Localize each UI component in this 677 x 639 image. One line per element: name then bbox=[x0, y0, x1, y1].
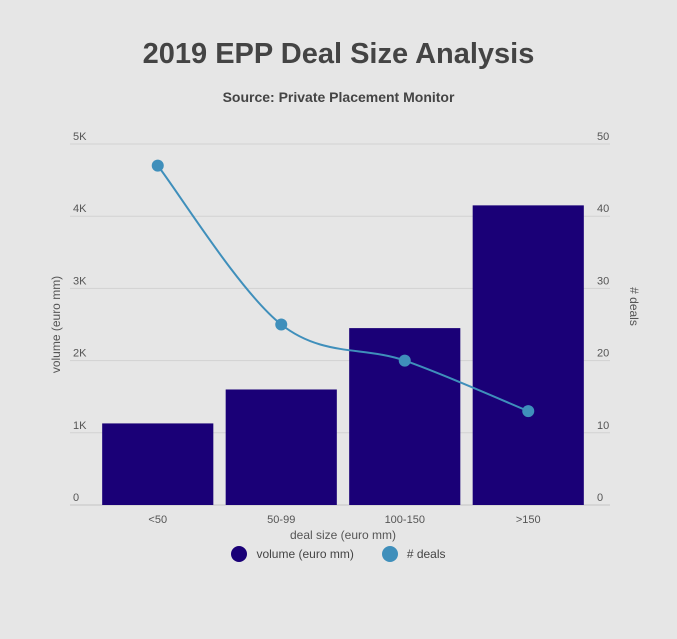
deals-point[interactable] bbox=[151, 159, 164, 172]
y-left-tick-label: 4K bbox=[73, 203, 87, 215]
y-right-tick-label: 0 bbox=[597, 492, 603, 504]
y-right-tick-label: 10 bbox=[597, 420, 609, 432]
bar[interactable] bbox=[472, 205, 584, 505]
x-tick-label: 50-99 bbox=[267, 514, 295, 526]
line-series bbox=[151, 159, 535, 418]
y-left-tick-label: 5K bbox=[73, 131, 87, 143]
legend-marker-deals bbox=[381, 546, 398, 562]
legend-label-deals: # deals bbox=[406, 547, 446, 561]
deals-point[interactable] bbox=[398, 354, 411, 367]
y-left-tick-label: 0 bbox=[73, 492, 79, 504]
bar[interactable] bbox=[225, 389, 337, 505]
y-right-tick-label: 20 bbox=[597, 348, 609, 360]
x-tick-label: >150 bbox=[516, 514, 541, 526]
chart-title: 2019 EPP Deal Size Analysis bbox=[142, 38, 535, 70]
x-tick-label: <50 bbox=[148, 514, 167, 526]
legend-marker-volume bbox=[231, 546, 248, 562]
legend-item-deals[interactable]: # deals bbox=[381, 546, 446, 562]
y-right-tick-label: 40 bbox=[597, 203, 609, 215]
axis-ticks: 0 1K 2K 3K 4K 5K 0 10 20 30 40 50 <50 50-99 100-150 >15… bbox=[73, 131, 609, 526]
y-left-tick-label: 2K bbox=[73, 348, 87, 360]
deals-point[interactable] bbox=[522, 405, 535, 418]
y-right-tick-label: 30 bbox=[597, 275, 609, 287]
x-axis-title: deal size (euro mm) bbox=[290, 528, 396, 542]
y-left-tick-label: 3K bbox=[73, 275, 87, 287]
bar-series bbox=[102, 205, 584, 505]
bar[interactable] bbox=[102, 423, 214, 505]
y-right-tick-label: 50 bbox=[597, 131, 609, 143]
y-axis-right-title: # deals bbox=[627, 287, 641, 326]
x-tick-label: 100-150 bbox=[385, 514, 425, 526]
legend-label-volume: volume (euro mm) bbox=[256, 547, 354, 561]
y-axis-left-title: volume (euro mm) bbox=[49, 276, 63, 373]
y-left-tick-label: 1K bbox=[73, 420, 87, 432]
legend-item-volume[interactable]: volume (euro mm) bbox=[231, 546, 354, 562]
chart-subtitle: Source: Private Placement Monitor bbox=[222, 89, 455, 105]
legend: volume (euro mm) # deals bbox=[0, 546, 677, 562]
deals-point[interactable] bbox=[275, 318, 288, 331]
deals-line bbox=[156, 165, 529, 413]
